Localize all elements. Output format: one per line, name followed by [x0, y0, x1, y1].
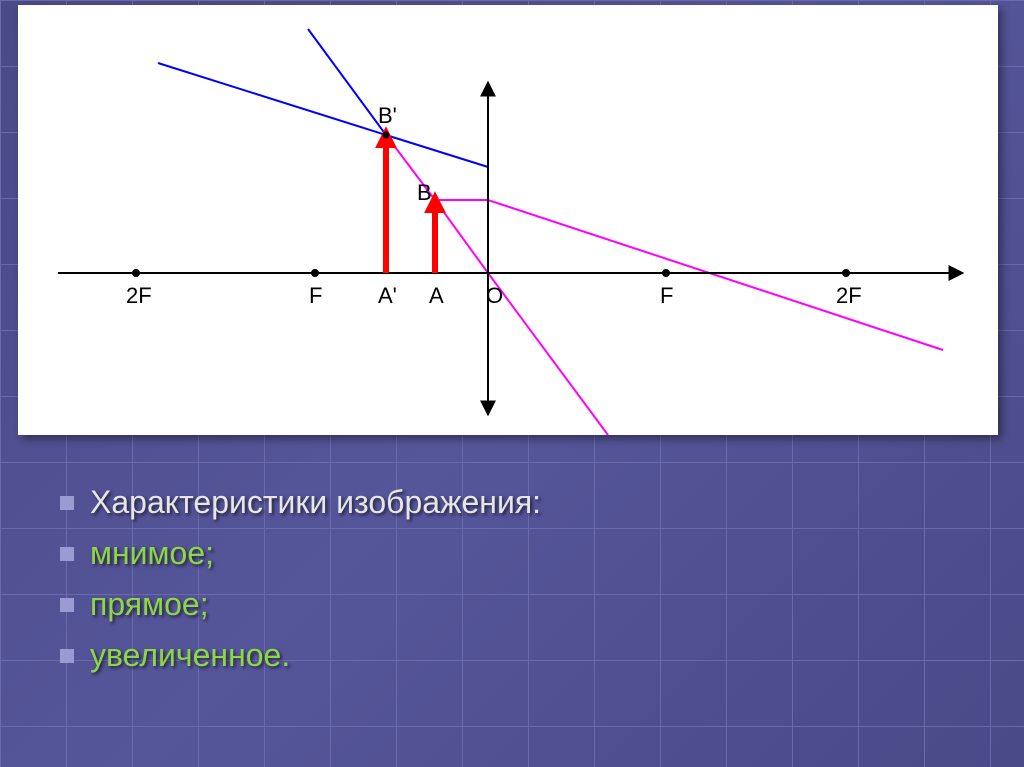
- point-2F_right: [842, 269, 850, 277]
- bullet-text-2: прямое;: [90, 586, 209, 623]
- bullet-item-2: прямое;: [60, 586, 541, 623]
- label-O: O: [486, 283, 503, 308]
- point-2F_left: [132, 269, 140, 277]
- label-F_right: F: [660, 283, 673, 308]
- ray-virtual_ext_center: [308, 29, 386, 135]
- bullet-item-0: Характеристики изображения:: [60, 484, 541, 521]
- point-F_left: [311, 269, 319, 277]
- object-arrow-label: B: [417, 180, 432, 205]
- image-tip-dot: [383, 132, 390, 139]
- ray-parallel_then_focus: [435, 200, 943, 350]
- bullet-marker-icon: [60, 496, 74, 510]
- bullet-item-1: мнимое;: [60, 535, 541, 572]
- label-A: A: [429, 283, 444, 308]
- bullet-text-3: увеличенное.: [90, 637, 290, 674]
- bullet-marker-icon: [60, 598, 74, 612]
- bullet-item-3: увеличенное.: [60, 637, 541, 674]
- ray-diagram: 2F F A' A O F 2F B B': [18, 5, 998, 435]
- ray-virtual_ext_parallel: [158, 63, 488, 167]
- label-F_left: F: [309, 283, 322, 308]
- bullet-marker-icon: [60, 649, 74, 663]
- bullet-list: Характеристики изображения: мнимое; прямое…: [60, 470, 541, 688]
- image-arrow-label: B': [378, 103, 397, 128]
- label-2F_left: 2F: [126, 283, 152, 308]
- diagram-panel: 2F F A' A O F 2F B B': [18, 5, 998, 435]
- bullet-marker-icon: [60, 547, 74, 561]
- label-A_prime: A': [378, 283, 397, 308]
- bullet-text-1: мнимое;: [90, 535, 214, 572]
- label-2F_right: 2F: [836, 283, 862, 308]
- bullet-text-0: Характеристики изображения:: [90, 484, 541, 521]
- point-F_right: [662, 269, 670, 277]
